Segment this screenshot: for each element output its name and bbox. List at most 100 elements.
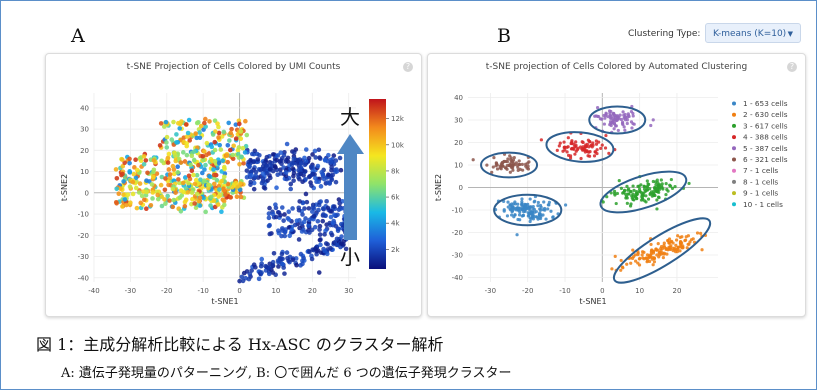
data-point [119, 157, 125, 162]
data-point [505, 164, 509, 168]
data-point [312, 148, 318, 154]
legend-label: 8 - 1 cells [743, 177, 778, 186]
data-point [662, 243, 666, 248]
data-point [645, 185, 650, 189]
data-point [574, 149, 578, 153]
clustering-type-select[interactable]: K-means (K=10) ▼ [705, 23, 801, 43]
data-point [527, 213, 531, 217]
y-tick-label: -20 [452, 229, 463, 237]
data-point [191, 157, 197, 163]
data-point [621, 110, 625, 114]
data-point [271, 250, 277, 256]
data-point [647, 259, 652, 264]
data-point [651, 179, 655, 184]
data-point [113, 167, 119, 172]
data-point [197, 130, 202, 135]
data-point [183, 186, 189, 191]
x-tick-label: -20 [522, 287, 533, 295]
data-point [173, 158, 179, 164]
data-point [225, 181, 231, 187]
data-point [631, 114, 635, 118]
data-point [291, 173, 296, 179]
legend-marker [732, 168, 736, 173]
data-point [145, 170, 150, 176]
x-tick-label: -10 [559, 287, 570, 295]
figure-caption-detail: A: 遺伝子発現量のパターニング, B: 〇で囲んだ 6 つの遺伝子発現クラスタ… [61, 366, 512, 381]
data-point [149, 182, 155, 187]
data-point [174, 140, 179, 145]
data-point [680, 241, 684, 245]
x-tick-label: 20 [308, 287, 317, 295]
data-point [637, 184, 641, 188]
data-point [188, 162, 193, 168]
data-point [611, 112, 615, 117]
data-point [155, 196, 161, 202]
data-point [228, 130, 234, 136]
data-point [270, 152, 276, 157]
data-point [155, 192, 161, 198]
data-point [662, 252, 666, 256]
data-point [328, 160, 334, 165]
data-point [660, 182, 664, 186]
data-point [644, 256, 648, 260]
data-point [191, 172, 196, 178]
data-point [290, 206, 295, 211]
data-point [338, 206, 343, 212]
data-point [163, 119, 169, 125]
legend-label: 2 - 630 cells [743, 110, 788, 119]
y-tick-label: -40 [78, 274, 89, 282]
data-point [226, 120, 232, 126]
data-point [321, 176, 327, 182]
x-tick-label: 10 [635, 287, 644, 295]
data-point [574, 140, 578, 144]
data-point [626, 188, 630, 192]
data-point [253, 169, 259, 175]
data-point [297, 225, 302, 231]
data-point [534, 210, 538, 214]
data-point [631, 248, 635, 252]
data-point [267, 265, 272, 271]
legend-marker [732, 112, 736, 117]
chart-b-title: t-SNE projection of Cells Colored by Aut… [485, 62, 748, 72]
data-point [632, 188, 636, 192]
data-point [533, 199, 537, 203]
data-point [128, 200, 133, 206]
data-point [202, 178, 207, 184]
data-point [166, 151, 172, 157]
data-point [237, 278, 242, 284]
data-point [317, 227, 322, 232]
help-icon[interactable]: ? [403, 62, 413, 72]
data-point [316, 147, 322, 153]
data-point [300, 179, 305, 184]
data-point [175, 164, 180, 170]
data-point [612, 127, 616, 131]
data-point [600, 117, 604, 121]
data-point [526, 211, 530, 215]
data-point [114, 186, 119, 192]
data-point [309, 183, 314, 188]
data-point [302, 206, 307, 211]
data-point [178, 160, 184, 165]
data-point [652, 260, 657, 264]
data-point [203, 162, 208, 168]
data-point [184, 134, 190, 139]
data-point [169, 137, 175, 142]
data-point [133, 175, 139, 181]
data-point [244, 132, 250, 138]
data-point [137, 181, 143, 186]
data-point [635, 190, 639, 194]
help-icon[interactable]: ? [787, 62, 797, 72]
data-point [158, 121, 164, 126]
y-axis-label: t-SNE2 [434, 174, 443, 201]
y-tick-label: -10 [452, 207, 463, 215]
legend-marker [732, 179, 736, 184]
data-point [314, 179, 319, 185]
data-point [144, 189, 149, 195]
data-point [679, 244, 683, 249]
data-point [619, 268, 623, 272]
data-point [162, 187, 168, 193]
data-point [516, 217, 520, 222]
data-point [203, 124, 208, 129]
data-point [266, 211, 272, 216]
data-point [625, 201, 629, 205]
